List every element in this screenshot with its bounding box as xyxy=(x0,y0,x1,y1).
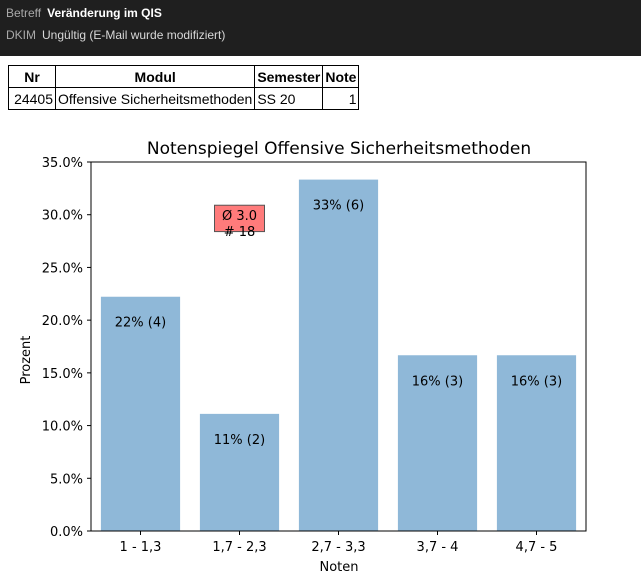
bar xyxy=(100,296,181,531)
x-tick-label: 3,7 - 4 xyxy=(417,540,459,555)
bar-data-label: 22% (4) xyxy=(115,316,166,331)
cell-note: 1 xyxy=(322,87,360,110)
y-tick-label: 5.0% xyxy=(50,472,83,487)
plot-area: 22% (4) 11% (2) 33% (6) 16% (3) 16% (3) 0.0% 5… xyxy=(42,156,587,555)
y-tick-label: 20.0% xyxy=(42,314,83,329)
y-tick-label: 25.0% xyxy=(42,261,83,276)
mail-header: Betreff Veränderung im QIS DKIM Ungültig (… xyxy=(0,0,641,56)
annotation-mean: Ø 3.0 xyxy=(222,209,257,224)
x-tick-label: 2,7 - 3,3 xyxy=(311,540,365,555)
grade-distribution-chart: Notenspiegel Offensive Sicherheitsmethod… xyxy=(19,139,587,575)
summary-annotation-box xyxy=(214,204,265,233)
subject-text: Veränderung im QIS xyxy=(47,6,162,20)
annotation-count: # 18 xyxy=(224,225,256,240)
bar-data-label: 16% (3) xyxy=(511,374,562,389)
bar-data-label: 11% (2) xyxy=(214,433,265,448)
y-tick-label: 15.0% xyxy=(42,367,83,382)
x-tick-label: 1 - 1,3 xyxy=(120,540,162,555)
x-tick-label: 1,7 - 2,3 xyxy=(212,540,266,555)
y-tick-label: 30.0% xyxy=(42,209,83,224)
dkim-label: DKIM xyxy=(6,28,36,42)
bar-data-label: 16% (3) xyxy=(412,374,463,389)
x-tick-label: 4,7 - 5 xyxy=(516,540,558,555)
y-tick-label: 0.0% xyxy=(50,525,83,540)
bar-data-label: 33% (6) xyxy=(313,199,364,214)
cell-modul: Offensive Sicherheitsmethoden xyxy=(54,87,256,110)
bar xyxy=(199,413,280,531)
dkim-row: DKIM Ungültig (E-Mail wurde modifiziert) xyxy=(6,28,225,46)
cell-semester: SS 20 xyxy=(254,87,324,110)
grade-table-header: Nr Modul Semester Note xyxy=(8,65,360,88)
y-tick-label: 35.0% xyxy=(42,156,83,171)
y-tick-label: 10.0% xyxy=(42,420,83,435)
header-semester: Semester xyxy=(254,65,324,88)
grade-table: Nr Modul Semester Note 24405 Offensive S… xyxy=(8,65,360,110)
header-modul: Modul xyxy=(54,65,256,88)
subject-row: Betreff Veränderung im QIS xyxy=(6,6,162,24)
cell-nr: 24405 xyxy=(8,87,56,110)
bar xyxy=(397,355,478,531)
bar xyxy=(298,179,379,531)
table-row: 24405 Offensive Sicherheitsmethoden SS 2… xyxy=(8,87,360,110)
dkim-status: Ungültig (E-Mail wurde modifiziert) xyxy=(42,28,226,42)
header-nr: Nr xyxy=(8,65,56,88)
header-note: Note xyxy=(322,65,360,88)
subject-label: Betreff xyxy=(6,6,42,20)
chart-title: Notenspiegel Offensive Sicherheitsmethod… xyxy=(147,139,531,159)
bar xyxy=(496,355,577,531)
y-axis-label: Prozent xyxy=(19,336,34,385)
x-axis-label: Noten xyxy=(319,560,358,575)
